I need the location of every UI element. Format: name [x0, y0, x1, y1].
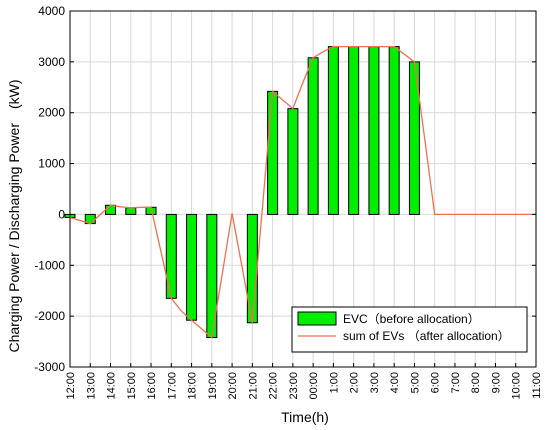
x-tick-label: 00:00: [308, 372, 320, 400]
bar: [327, 46, 339, 215]
x-tick-label: 4:00: [389, 372, 401, 393]
bar-series: [64, 46, 420, 339]
bar: [287, 108, 299, 215]
x-tick-label: 12:00: [65, 372, 77, 400]
legend-bar-swatch: [297, 311, 337, 326]
y-tick-label: -3000: [34, 360, 65, 374]
axes: [69, 10, 537, 368]
y-axis-label: Charging Power / Discharging Power (kW): [6, 79, 22, 352]
x-tick-label: 7:00: [450, 372, 462, 393]
x-tick-label: 23:00: [288, 372, 300, 400]
y-tick-label: 4000: [38, 4, 65, 18]
x-tick-label: 11:00: [531, 372, 543, 399]
bar: [307, 57, 319, 215]
bar: [125, 207, 137, 215]
x-tick-label: 2:00: [349, 372, 361, 393]
y-tick-label: 0: [58, 207, 65, 221]
y-tick-label: 3000: [38, 55, 65, 69]
y-tick-labels: -3000 -2000 -1000 0 1000 2000 3000 4000: [34, 4, 65, 374]
y-tick-label: -1000: [34, 258, 65, 272]
x-tick-label: 9:00: [490, 372, 502, 393]
x-tick-label: 17:00: [166, 372, 178, 400]
x-tick-labels: 12:00 13:00 14:00 15:00 16:00 17:00 18:00 19:00…: [65, 372, 543, 400]
x-tick-label: 14:00: [106, 372, 118, 400]
x-tick-label: 16:00: [146, 372, 158, 400]
x-tick-label: 18:00: [187, 372, 199, 400]
bar: [105, 204, 117, 215]
bar: [348, 46, 360, 215]
line-series: [69, 45, 536, 339]
legend-line-label: sum of EVs （after allocation）: [343, 329, 510, 343]
legend-bar-label: EVC（before allocation）: [343, 312, 480, 326]
bar: [186, 213, 198, 321]
legend: EVC（before allocation） sum of EVs （after…: [291, 306, 528, 353]
x-tick-label: 19:00: [207, 372, 219, 400]
x-tick-label: 8:00: [470, 372, 482, 393]
x-tick-label: 10:00: [511, 372, 523, 400]
plot-frame: [69, 10, 537, 368]
legend-box: [291, 306, 528, 353]
bar: [368, 46, 380, 215]
x-tick-label: 5:00: [409, 372, 421, 393]
x-tick-label: 22:00: [268, 372, 280, 400]
sum-line: [69, 45, 536, 339]
x-tick-label: 6:00: [430, 372, 442, 393]
y-tick-label: 1000: [38, 157, 65, 171]
y-tick-label: -2000: [34, 309, 65, 323]
y-tick-label: 2000: [38, 106, 65, 120]
bar: [388, 46, 400, 215]
x-tick-label: 1:00: [328, 372, 340, 393]
x-tick-label: 15:00: [126, 372, 138, 400]
x-tick-label: 13:00: [85, 372, 97, 400]
x-axis-label: Time(h): [281, 409, 329, 425]
x-tick-label: 21:00: [247, 372, 259, 400]
bar: [165, 213, 177, 299]
x-tick-label: 3:00: [369, 372, 381, 393]
x-tick-label: 20:00: [227, 372, 239, 400]
bar: [267, 90, 279, 215]
